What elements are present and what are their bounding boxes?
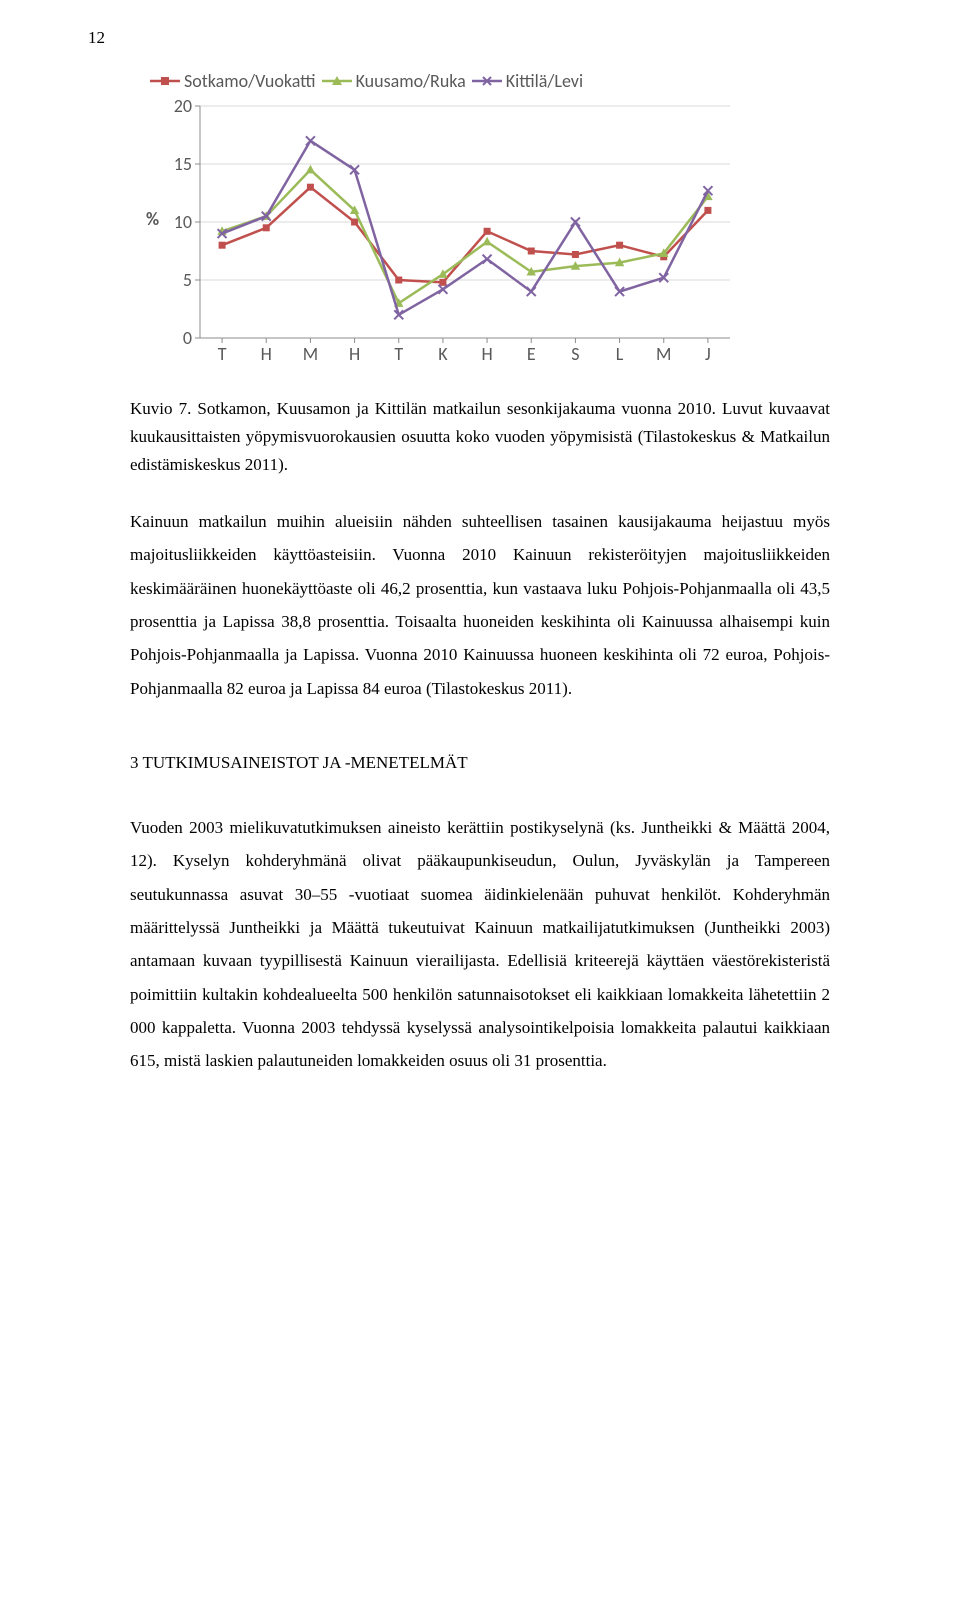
svg-text:E: E [527, 343, 536, 365]
triangle-marker-icon [322, 74, 352, 88]
svg-text:M: M [303, 343, 318, 365]
svg-text:5: 5 [183, 269, 192, 291]
legend-item-kuusamo: Kuusamo/Ruka [322, 70, 466, 92]
legend-item-sotkamo: Sotkamo/Vuokatti [150, 70, 316, 92]
svg-text:J: J [705, 343, 711, 365]
legend-label: Kittilä/Levi [506, 70, 583, 92]
svg-text:10: 10 [174, 211, 192, 233]
svg-text:H: H [481, 343, 492, 365]
chart-canvas: 0 5 10 15 20 T H M H T K H E S L M J [150, 98, 740, 368]
chart-legend: Sotkamo/Vuokatti Kuusamo/Ruka Kittilä/Le… [150, 70, 740, 92]
section-heading: 3 TUTKIMUSAINEISTOT JA -MENETELMÄT [130, 753, 830, 773]
seasonal-chart: Sotkamo/Vuokatti Kuusamo/Ruka Kittilä/Le… [150, 70, 740, 370]
svg-text:S: S [571, 343, 579, 365]
svg-text:20: 20 [174, 98, 192, 117]
svg-text:H: H [349, 343, 360, 365]
legend-item-kittila: Kittilä/Levi [472, 70, 583, 92]
svg-text:L: L [616, 343, 624, 365]
figure-caption: Kuvio 7. Sotkamon, Kuusamon ja Kittilän … [130, 395, 830, 479]
svg-text:K: K [438, 343, 448, 365]
svg-text:0: 0 [183, 327, 192, 349]
legend-label: Sotkamo/Vuokatti [184, 70, 316, 92]
cross-marker-icon [472, 74, 502, 88]
square-marker-icon [150, 74, 180, 88]
page-content: Kuvio 7. Sotkamon, Kuusamon ja Kittilän … [130, 395, 830, 1110]
y-axis-label: % [146, 208, 159, 230]
svg-text:T: T [394, 343, 403, 365]
body-paragraph-2: Vuoden 2003 mielikuvatutkimuksen aineist… [130, 811, 830, 1078]
svg-text:T: T [218, 343, 227, 365]
page-number: 12 [88, 28, 105, 48]
body-paragraph-1: Kainuun matkailun muihin alueisiin nähde… [130, 505, 830, 705]
svg-text:M: M [656, 343, 671, 365]
svg-text:15: 15 [174, 153, 192, 175]
svg-text:H: H [261, 343, 272, 365]
legend-label: Kuusamo/Ruka [356, 70, 466, 92]
